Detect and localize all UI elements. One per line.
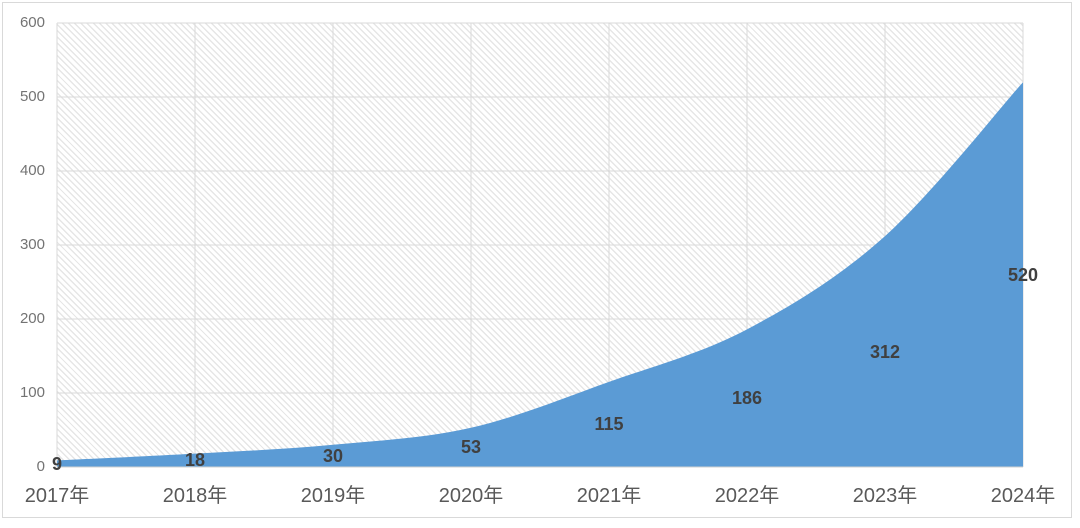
- data-label: 18: [184, 450, 206, 471]
- y-axis-tick-label: 100: [19, 384, 45, 401]
- x-axis-category-label: 2022年: [714, 485, 780, 507]
- data-label: 186: [731, 388, 763, 409]
- y-axis-tick-label: 300: [19, 236, 45, 253]
- y-axis-tick-label: 400: [19, 162, 45, 179]
- x-axis-category-label: 2024年: [990, 485, 1056, 507]
- data-label: 312: [869, 341, 901, 362]
- area-series-fill: [57, 82, 1023, 467]
- data-label: 520: [1007, 264, 1039, 285]
- y-axis-tick-label: 600: [19, 14, 45, 31]
- x-axis-category-label: 2018年: [162, 485, 228, 507]
- x-axis-category-label: 2020年: [438, 485, 504, 507]
- x-axis-category-label: 2017年: [24, 485, 90, 507]
- data-label: 9: [51, 453, 62, 474]
- y-axis-tick-label: 200: [19, 310, 45, 327]
- data-label: 53: [460, 437, 482, 458]
- x-axis-category-label: 2019年: [300, 485, 366, 507]
- x-axis-category-label: 2023年: [852, 485, 918, 507]
- y-axis-tick-label: 500: [19, 88, 45, 105]
- data-label: 30: [322, 445, 344, 466]
- y-axis-tick-label: 0: [36, 458, 45, 475]
- data-label: 115: [594, 414, 624, 435]
- x-axis-category-label: 2021年: [576, 485, 642, 507]
